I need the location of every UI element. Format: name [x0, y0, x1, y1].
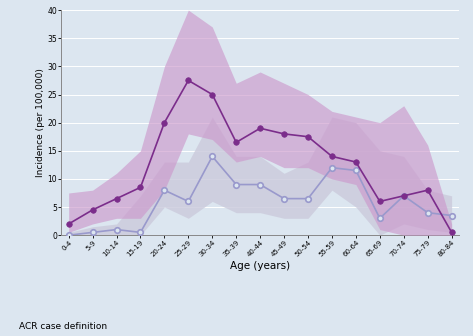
- white female: [281, 197, 287, 201]
- X-axis label: Age (years): Age (years): [230, 261, 290, 271]
- black female: [401, 194, 407, 198]
- black female: [90, 208, 96, 212]
- white female: [377, 216, 383, 220]
- white female: [138, 230, 143, 235]
- black female: [353, 160, 359, 164]
- Line: black female: black female: [66, 78, 455, 235]
- black female: [281, 132, 287, 136]
- Y-axis label: Incidence (per 100,000): Incidence (per 100,000): [36, 68, 45, 177]
- white female: [162, 188, 167, 192]
- white female: [210, 155, 215, 159]
- black female: [425, 188, 430, 192]
- white female: [66, 233, 71, 237]
- black female: [185, 78, 191, 82]
- Line: white female: white female: [66, 154, 455, 238]
- Text: ACR case definition: ACR case definition: [19, 322, 107, 331]
- white female: [353, 168, 359, 172]
- white female: [185, 200, 191, 204]
- white female: [425, 211, 430, 215]
- white female: [114, 227, 119, 232]
- white female: [401, 194, 407, 198]
- black female: [305, 135, 311, 139]
- black female: [449, 230, 455, 235]
- black female: [162, 121, 167, 125]
- black female: [377, 200, 383, 204]
- black female: [66, 222, 71, 226]
- black female: [329, 155, 335, 159]
- black female: [138, 185, 143, 190]
- white female: [329, 166, 335, 170]
- white female: [449, 213, 455, 217]
- white female: [257, 182, 263, 186]
- black female: [233, 140, 239, 144]
- white female: [233, 182, 239, 186]
- white female: [90, 230, 96, 235]
- black female: [114, 197, 119, 201]
- black female: [257, 126, 263, 130]
- white female: [305, 197, 311, 201]
- black female: [210, 92, 215, 96]
